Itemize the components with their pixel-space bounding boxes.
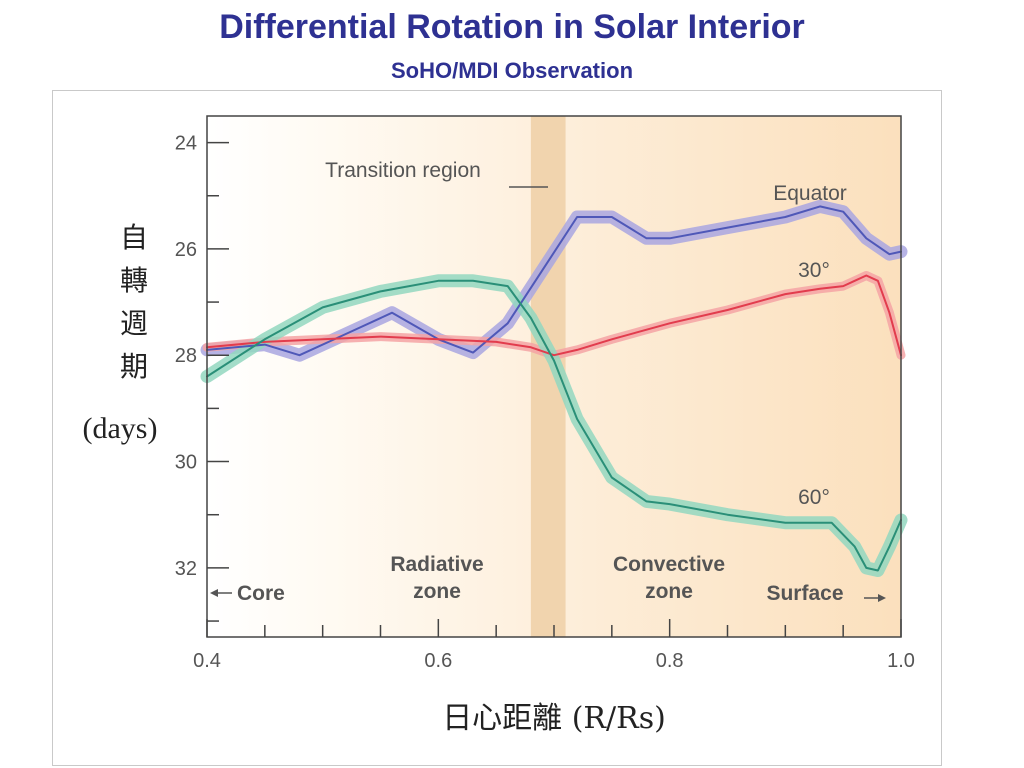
x-tick-label: 0.6 <box>424 650 452 672</box>
annotation-30-degrees: 30° <box>798 259 830 282</box>
y-tick-label: 32 <box>175 558 197 580</box>
y-tick-label: 28 <box>175 345 197 367</box>
series-line-lat60 <box>206 279 902 572</box>
surface-arrow-icon <box>878 594 886 602</box>
series-line-lat30 <box>206 274 902 357</box>
y-axis-unit: (days) <box>83 412 158 445</box>
x-tick-label: 0.4 <box>193 650 221 672</box>
y-axis-label-char: 週 <box>120 307 148 340</box>
y-tick-label: 26 <box>175 239 197 261</box>
y-axis-label-char: 轉 <box>120 264 148 297</box>
y-axis-label-char: 期 <box>120 350 148 383</box>
y-tick-label: 24 <box>175 133 197 155</box>
series-line-equator <box>206 205 902 357</box>
page-subtitle: SoHO/MDI Observation <box>390 58 634 83</box>
x-tick-label: 1.0 <box>887 650 915 672</box>
annotation-convective-zone-2: zone <box>645 580 693 603</box>
page-title: Differential Rotation in Solar Interior <box>219 8 805 46</box>
annotation-radiative-zone-2: zone <box>413 580 461 603</box>
x-axis-label: 日心距離 (R/Rs) <box>442 701 666 736</box>
annotation-transition-region: Transition region <box>325 159 481 182</box>
annotation-equator: Equator <box>773 182 847 205</box>
annotation-surface: Surface <box>766 582 843 605</box>
x-tick-label: 0.8 <box>656 650 684 672</box>
annotation-convective-zone: Convective <box>613 553 725 576</box>
annotation-radiative-zone: Radiative <box>390 553 483 576</box>
annotation-60-degrees: 60° <box>798 486 830 509</box>
annotation-core: Core <box>237 582 285 605</box>
y-tick-label: 30 <box>175 452 197 474</box>
core-arrow-icon <box>210 589 218 597</box>
y-axis-label-char: 自 <box>120 221 148 254</box>
